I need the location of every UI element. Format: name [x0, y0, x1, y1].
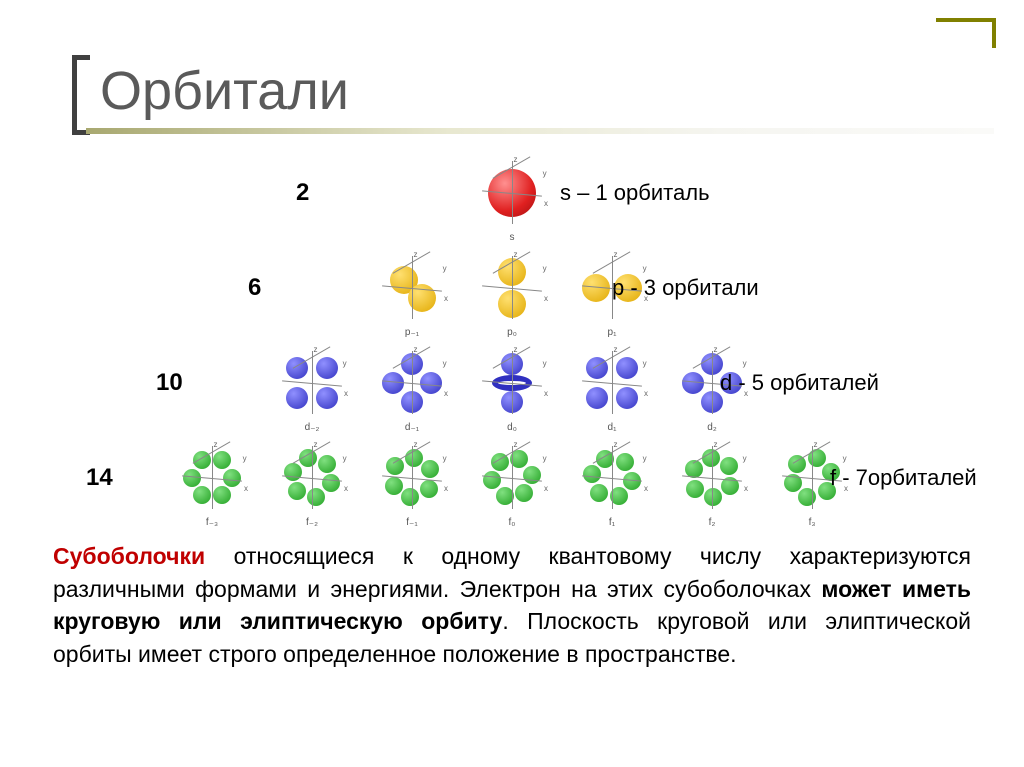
desc-subshell-term: Субоболочки	[53, 543, 205, 569]
orbital-row-1: 6 z y x p₋₁ z y x p₀ z y x p₁ p - 3 орби…	[0, 245, 1024, 330]
d-orbital: z y x d₀	[476, 347, 548, 419]
orbital-group: z y x f₋₃ z y x f₋₂ z y x f₋₁ z y x f₀ z…	[176, 442, 848, 514]
orbital-row-3: 14 z y x f₋₃ z y x f₋₂ z y x f₋₁ z y x f…	[0, 435, 1024, 520]
orbital-row-2: 10 z y x d₋₂ z y x d₋₁ z y x d₀ z y	[0, 340, 1024, 425]
page-title: Орбитали	[100, 60, 349, 122]
corner-bracket	[936, 18, 996, 48]
orbital-label: p - 3 орбитали	[612, 275, 759, 301]
orbital-group: z y x p₋₁ z y x p₀ z y x p₁	[376, 252, 648, 324]
title-underline	[86, 128, 994, 134]
d-orbital: z y x d₁	[576, 347, 648, 419]
f-orbital: z y x f₋₁	[376, 442, 448, 514]
orbital-row-0: 2 z y x s s – 1 орбиталь	[0, 150, 1024, 235]
p-orbital: z y x p₀	[476, 252, 548, 324]
orbital-label: s – 1 орбиталь	[560, 180, 710, 206]
f-orbital: z y x f₁	[576, 442, 648, 514]
orbital-diagram: 2 z y x s s – 1 орбиталь 6 z y x p₋₁ z y…	[0, 150, 1024, 530]
orbital-group: z y x s	[476, 157, 548, 229]
f-orbital: z y x f₀	[476, 442, 548, 514]
orbital-group: z y x d₋₂ z y x d₋₁ z y x d₀ z y x d₁	[276, 347, 748, 419]
f-orbital: z y x f₂	[676, 442, 748, 514]
orbital-label: d - 5 орбиталей	[720, 370, 879, 396]
title-bracket	[72, 55, 90, 135]
p-orbital: z y x p₋₁	[376, 252, 448, 324]
desc-part-3: . Электрон на этих субоболочках	[443, 576, 821, 602]
orbital-label: f - 7орбиталей	[830, 465, 977, 491]
d-orbital: z y x d₋₁	[376, 347, 448, 419]
f-orbital: z y x f₋₃	[176, 442, 248, 514]
electron-count: 10	[156, 369, 183, 397]
s-orbital: z y x s	[476, 157, 548, 229]
electron-count: 14	[86, 464, 113, 492]
electron-count: 2	[296, 179, 309, 207]
description-text: Субоболочки относящиеся к одному квантов…	[53, 540, 971, 671]
d-orbital: z y x d₋₂	[276, 347, 348, 419]
electron-count: 6	[248, 274, 261, 302]
f-orbital: z y x f₋₂	[276, 442, 348, 514]
